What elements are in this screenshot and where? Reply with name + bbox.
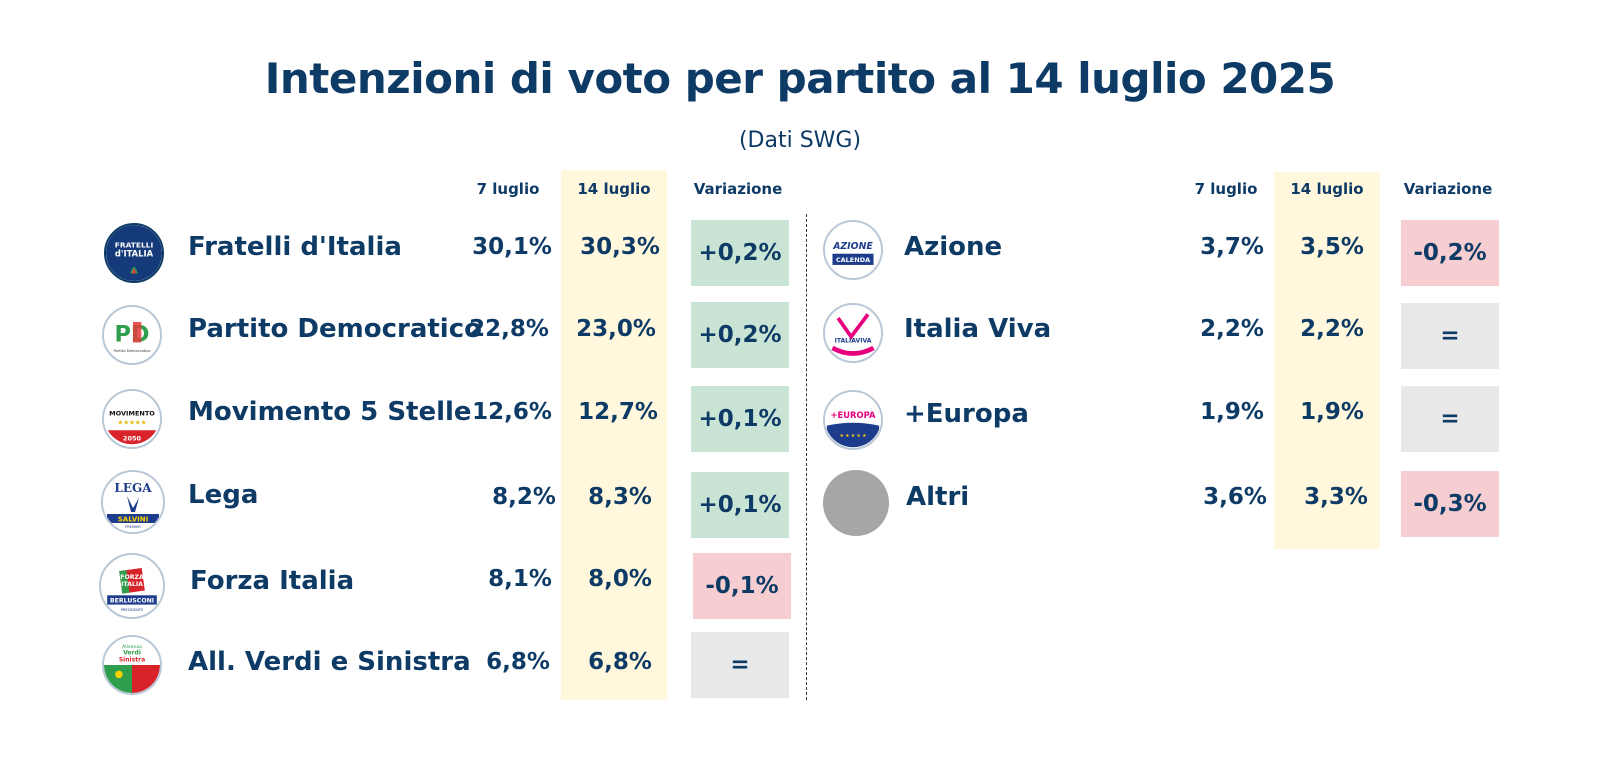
value-prev: 8,1% bbox=[488, 566, 552, 592]
highlight-column-left bbox=[561, 170, 667, 700]
value-curr: 30,3% bbox=[580, 234, 660, 260]
party-name: Azione bbox=[904, 232, 1003, 262]
avs-logo: Alleanza Verdi Sinistra bbox=[102, 635, 162, 695]
variation-badge: +0,1% bbox=[691, 386, 789, 452]
svg-text:★★★★★: ★★★★★ bbox=[117, 419, 146, 427]
lega-logo-salvini: SALVINI bbox=[118, 516, 148, 524]
party-name: Forza Italia bbox=[190, 566, 355, 596]
value-prev: 12,6% bbox=[472, 399, 552, 425]
header-var-right: Variazione bbox=[1403, 180, 1493, 198]
header-curr-right: 14 luglio bbox=[1290, 180, 1364, 198]
chart-subtitle: (Dati SWG) bbox=[738, 128, 862, 153]
value-prev: 1,9% bbox=[1200, 399, 1264, 425]
table-row: +EUROPA ★ ★ ★ ★ ★ +Europa 1,9% 1,9% = bbox=[0, 385, 1600, 455]
value-curr: 3,3% bbox=[1304, 484, 1368, 510]
value-prev: 8,2% bbox=[492, 484, 556, 510]
table-row: LEGA SALVINI PREMIER Lega 8,2% 8,3% +0,1… bbox=[0, 468, 1600, 538]
variation-badge: = bbox=[691, 632, 789, 698]
value-prev: 2,2% bbox=[1200, 316, 1264, 342]
table-row: PD Partito Democratico Partito Democrati… bbox=[0, 300, 1600, 370]
pd-logo-subtext: Partito Democratico bbox=[113, 349, 151, 353]
pd-logo: PD Partito Democratico bbox=[102, 305, 162, 365]
value-curr: 6,8% bbox=[588, 649, 652, 675]
avs-logo-text-1: Alleanza bbox=[122, 644, 142, 650]
table-row: Alleanza Verdi Sinistra All. Verdi e Sin… bbox=[0, 632, 1600, 702]
value-prev: 22,8% bbox=[469, 316, 549, 342]
iv-logo: ITALIAVIVA bbox=[823, 303, 883, 363]
party-name: Movimento 5 Stelle bbox=[188, 397, 472, 427]
variation-badge: = bbox=[1401, 386, 1499, 452]
table-row: MOVIMENTO ★★★★★ 2050 Movimento 5 Stelle … bbox=[0, 385, 1600, 455]
column-separator bbox=[806, 214, 807, 700]
m5s-logo: MOVIMENTO ★★★★★ 2050 bbox=[102, 389, 162, 449]
value-prev: 3,7% bbox=[1200, 234, 1264, 260]
avs-logo-text-2: Verdi bbox=[123, 650, 141, 657]
azione-logo-subtext: CALENDA bbox=[836, 256, 871, 264]
table-row: Altri 3,6% 3,3% -0,3% bbox=[0, 468, 1600, 538]
table-row: FORZA ITALIA BERLUSCONI PRESIDENTE Forza… bbox=[0, 551, 1600, 621]
party-name: Partito Democratico bbox=[188, 314, 482, 344]
lega-logo-text: LEGA bbox=[114, 481, 152, 495]
variation-badge: +0,2% bbox=[691, 302, 789, 368]
table-row: ITALIAVIVA Italia Viva 2,2% 2,2% = bbox=[0, 300, 1600, 370]
value-curr: 8,3% bbox=[588, 484, 652, 510]
highlight-column-right bbox=[1274, 172, 1380, 549]
fi-logo-text-4: PRESIDENTE bbox=[121, 608, 144, 612]
fdi-logo-text-2: d'ITALIA bbox=[115, 249, 154, 259]
party-name: Lega bbox=[188, 480, 259, 510]
value-prev: 30,1% bbox=[472, 234, 552, 260]
party-name: Italia Viva bbox=[904, 314, 1052, 344]
value-curr: 2,2% bbox=[1300, 316, 1364, 342]
azione-logo-text: AZIONE bbox=[832, 241, 873, 252]
svg-text:★ ★ ★ ★ ★: ★ ★ ★ ★ ★ bbox=[840, 433, 867, 439]
variation-badge: +0,1% bbox=[691, 472, 789, 538]
party-name: All. Verdi e Sinistra bbox=[188, 647, 471, 677]
m5s-logo-year: 2050 bbox=[123, 434, 142, 442]
europa-logo-text: +EUROPA bbox=[831, 410, 876, 420]
value-prev: 6,8% bbox=[486, 649, 550, 675]
value-curr: 3,5% bbox=[1300, 234, 1364, 260]
pd-logo-text: PD bbox=[115, 322, 150, 348]
value-curr: 1,9% bbox=[1300, 399, 1364, 425]
fi-logo-text-1: FORZA bbox=[120, 574, 144, 581]
header-prev-right: 7 luglio bbox=[1194, 180, 1258, 198]
value-curr: 8,0% bbox=[588, 566, 652, 592]
table-row: AZIONE CALENDA Azione 3,7% 3,5% -0,2% bbox=[0, 218, 1600, 288]
azione-logo: AZIONE CALENDA bbox=[823, 220, 883, 280]
table-row: FRATELLI d'ITALIA Fratelli d'Italia 30,1… bbox=[0, 218, 1600, 288]
value-prev: 3,6% bbox=[1203, 484, 1267, 510]
fdi-logo: FRATELLI d'ITALIA bbox=[104, 223, 164, 283]
value-curr: 12,7% bbox=[578, 399, 658, 425]
iv-logo-text: ITALIAVIVA bbox=[835, 337, 872, 344]
party-name: Fratelli d'Italia bbox=[188, 232, 402, 262]
europa-logo: +EUROPA ★ ★ ★ ★ ★ bbox=[823, 390, 883, 450]
fi-logo: FORZA ITALIA BERLUSCONI PRESIDENTE bbox=[99, 553, 165, 619]
variation-badge: -0,1% bbox=[693, 553, 791, 619]
variation-badge: = bbox=[1401, 303, 1499, 369]
grey-circle-icon bbox=[823, 470, 889, 536]
fdi-logo-text-1: FRATELLI bbox=[115, 240, 154, 249]
variation-badge: -0,2% bbox=[1401, 220, 1499, 286]
header-prev-left: 7 luglio bbox=[476, 180, 540, 198]
variation-badge: -0,3% bbox=[1401, 471, 1499, 537]
avs-logo-text-3: Sinistra bbox=[119, 656, 145, 663]
value-curr: 23,0% bbox=[576, 316, 656, 342]
fi-logo-text-2: ITALIA bbox=[121, 581, 143, 588]
lega-logo: LEGA SALVINI PREMIER bbox=[101, 470, 165, 534]
header-curr-left: 14 luglio bbox=[577, 180, 651, 198]
variation-badge: +0,2% bbox=[691, 220, 789, 286]
header-var-left: Variazione bbox=[693, 180, 783, 198]
party-name: Altri bbox=[906, 482, 970, 512]
fi-logo-text-3: BERLUSCONI bbox=[110, 598, 154, 605]
party-name: +Europa bbox=[904, 399, 1029, 429]
m5s-logo-text: MOVIMENTO bbox=[109, 409, 155, 417]
chart-title: Intenzioni di voto per partito al 14 lug… bbox=[264, 54, 1336, 103]
lega-logo-premier: PREMIER bbox=[125, 525, 141, 529]
